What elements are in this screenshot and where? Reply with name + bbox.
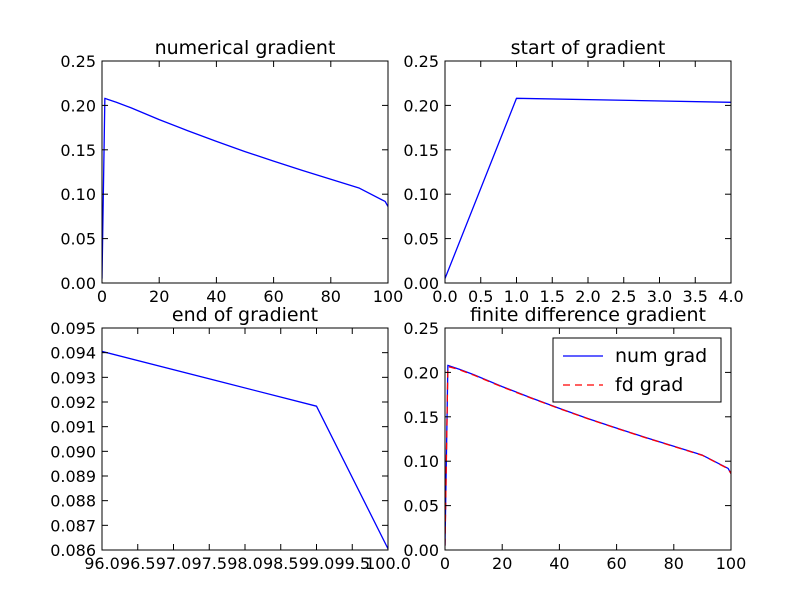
x-tick-label: 99.5 — [334, 554, 370, 573]
y-tick-label: 0.087 — [50, 516, 96, 535]
y-tick-label: 0.086 — [50, 541, 96, 560]
y-tick-label: 0.25 — [403, 319, 439, 338]
x-tick-label: 97.5 — [191, 554, 227, 573]
axes-frame — [101, 327, 389, 551]
subplot-2: 0.0 0.5 1.0 1.5 2.0 2.5 3.0 3.5 4.0 0.00 0.05 0.10 0… — [403, 37, 743, 306]
series-line-1 — [102, 97, 388, 279]
y-tick-label: 0.093 — [50, 368, 96, 387]
x-tick-label: 96.5 — [120, 554, 156, 573]
x-tick-label: 98.5 — [263, 554, 299, 573]
y-tick-label: 0.089 — [50, 467, 96, 486]
y-tick-label: 0.05 — [403, 230, 439, 249]
legend: num grad fd grad — [552, 337, 722, 403]
y-tick-label: 0.091 — [50, 418, 96, 437]
x-tick-label: 4.0 — [718, 287, 743, 306]
x-tick-label: 80 — [664, 554, 684, 573]
x-tick-label: 2.0 — [575, 287, 600, 306]
subplot-1: 0 20 40 60 80 100 0.00 0.05 0.10 0.15 0.20 0.25 nume… — [60, 37, 403, 306]
x-tick-label: 100 — [373, 287, 404, 306]
axes-frame — [101, 60, 389, 284]
x-tick-label: 100 — [716, 554, 747, 573]
series-line-1 — [445, 97, 731, 279]
x-tick-label: 20 — [149, 287, 169, 306]
x-tick-label: 99.0 — [299, 554, 335, 573]
x-tick-label: 0.5 — [468, 287, 493, 306]
x-tick-label: 80 — [321, 287, 341, 306]
x-tick-label: 2.5 — [611, 287, 636, 306]
y-tick-label: 0.05 — [403, 497, 439, 516]
x-tick-label: 96.0 — [84, 554, 120, 573]
x-tick-label: 20 — [492, 554, 512, 573]
y-tick-label: 0.25 — [403, 52, 439, 71]
x-tick-label: 60 — [606, 554, 626, 573]
x-tick-label: 0 — [97, 287, 107, 306]
y-tick-label: 0.25 — [60, 52, 96, 71]
x-tick-label: 0 — [440, 554, 450, 573]
y-tick-label: 0.10 — [60, 185, 96, 204]
y-tick-label: 0.05 — [60, 230, 96, 249]
x-tick-label: 1.0 — [504, 287, 529, 306]
axes-frame — [444, 327, 732, 551]
y-tick-label: 0.15 — [403, 408, 439, 427]
x-tick-label: 3.0 — [647, 287, 672, 306]
y-tick-label: 0.088 — [50, 492, 96, 511]
x-tick-label: 97.0 — [156, 554, 192, 573]
axes-frame — [444, 60, 732, 284]
x-tick-label: 3.5 — [683, 287, 708, 306]
subplot-title: numerical gradient — [155, 37, 336, 59]
x-tick-label: 1.5 — [540, 287, 565, 306]
x-tick-label: 40 — [206, 287, 226, 306]
plot-area — [445, 61, 731, 283]
subplot-title: finite difference gradient — [470, 304, 706, 326]
legend-label-2: fd grad — [615, 374, 683, 396]
y-tick-label: 0.15 — [60, 141, 96, 160]
legend-box — [552, 337, 722, 403]
y-tick-label: 0.00 — [403, 541, 439, 560]
y-tick-label: 0.15 — [403, 141, 439, 160]
y-tick-label: 0.00 — [60, 274, 96, 293]
x-tick-label: 60 — [263, 287, 283, 306]
y-tick-label: 0.10 — [403, 452, 439, 471]
subplot-title: end of gradient — [172, 304, 318, 326]
plot-area — [102, 61, 388, 283]
y-tick-label: 0.20 — [403, 363, 439, 382]
y-tick-label: 0.10 — [403, 185, 439, 204]
y-tick-label: 0.20 — [60, 96, 96, 115]
series-line-2 — [445, 365, 731, 546]
y-tick-label: 0.094 — [50, 344, 96, 363]
y-tick-label: 0.092 — [50, 393, 96, 412]
plot-area — [102, 328, 388, 550]
legend-label-1: num grad — [615, 345, 707, 367]
y-tick-label: 0.090 — [50, 442, 96, 461]
y-tick-label: 0.00 — [403, 274, 439, 293]
x-tick-label: 98.0 — [227, 554, 263, 573]
series-line-1 — [102, 350, 388, 550]
x-tick-label: 0.0 — [432, 287, 457, 306]
x-tick-label: 100.0 — [365, 554, 411, 573]
subplot-title: start of gradient — [511, 37, 666, 59]
subplot-4: 0 20 40 60 80 100 0.00 0.05 0.10 0.15 0.20 0.25 fini… — [403, 304, 746, 573]
y-tick-label: 0.095 — [50, 319, 96, 338]
y-tick-label: 0.20 — [403, 96, 439, 115]
x-tick-label: 40 — [549, 554, 569, 573]
